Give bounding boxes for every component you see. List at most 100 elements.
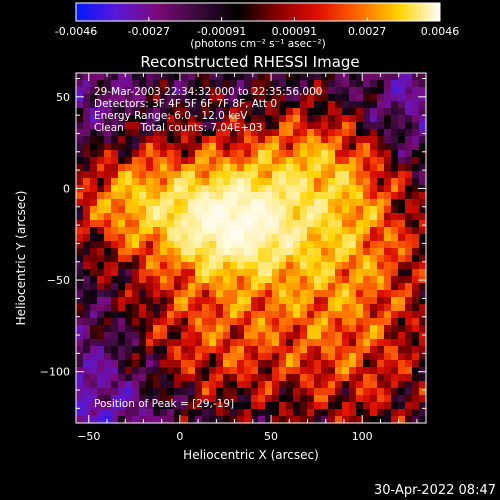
heatmap-cell [146, 276, 154, 284]
heatmap-cell [237, 297, 245, 305]
heatmap-cell [132, 185, 140, 193]
heatmap-cell [160, 213, 168, 221]
heatmap-cell [125, 115, 133, 123]
heatmap-cell [153, 220, 161, 228]
heatmap-cell [279, 346, 287, 354]
heatmap-cell [125, 122, 133, 130]
heatmap-cell [139, 304, 147, 312]
heatmap-cell [76, 381, 84, 389]
heatmap-cell [167, 311, 175, 319]
heatmap-cell [146, 227, 154, 235]
heatmap-cell [251, 87, 259, 95]
heatmap-cell [146, 80, 154, 88]
heatmap-cell [349, 213, 357, 221]
heatmap-cell [97, 255, 105, 263]
heatmap-cell [90, 199, 98, 207]
heatmap-cell [160, 374, 168, 382]
heatmap-cell [258, 304, 266, 312]
heatmap-cell [286, 290, 294, 298]
heatmap-cell [195, 339, 203, 347]
heatmap-cell [216, 255, 224, 263]
heatmap-cell [244, 171, 252, 179]
heatmap-cell [139, 339, 147, 347]
heatmap-cell [125, 255, 133, 263]
heatmap-cell [83, 178, 91, 186]
heatmap-cell [167, 262, 175, 270]
heatmap-cell [111, 325, 119, 333]
heatmap-cell [405, 122, 413, 130]
heatmap-cell [349, 374, 357, 382]
heatmap-cell [307, 381, 315, 389]
heatmap-cell [377, 178, 385, 186]
heatmap-cell [90, 80, 98, 88]
heatmap-cell [279, 325, 287, 333]
heatmap-cell [153, 108, 161, 116]
heatmap-cell [258, 339, 266, 347]
heatmap-cell [160, 164, 168, 172]
heatmap-cell [251, 73, 259, 81]
heatmap-cell [349, 339, 357, 347]
heatmap-cell [412, 332, 420, 340]
heatmap-cell [377, 283, 385, 291]
heatmap-cell [223, 360, 231, 368]
heatmap-cell [342, 269, 350, 277]
heatmap-cell [265, 213, 273, 221]
heatmap-cell [321, 395, 329, 403]
heatmap-cell [237, 353, 245, 361]
heatmap-cell [139, 381, 147, 389]
heatmap-cell [412, 353, 420, 361]
heatmap-cell [356, 227, 364, 235]
heatmap-cell [356, 199, 364, 207]
heatmap-cell [90, 171, 98, 179]
heatmap-cell [335, 213, 343, 221]
y-tick-label: −50 [47, 274, 70, 287]
heatmap-cell [272, 101, 280, 109]
heatmap-cell [118, 416, 126, 423]
heatmap-cell [265, 164, 273, 172]
heatmap-cell [377, 290, 385, 298]
heatmap-cell [272, 395, 280, 403]
heatmap-cell [223, 241, 231, 249]
heatmap-cell [258, 108, 266, 116]
heatmap-cell [132, 136, 140, 144]
heatmap-cell [118, 297, 126, 305]
heatmap-cell [174, 73, 182, 81]
heatmap-cell [391, 178, 399, 186]
heatmap-cell [195, 73, 203, 81]
heatmap-cell [104, 178, 112, 186]
heatmap-cell [419, 402, 426, 410]
heatmap-cell [335, 115, 343, 123]
heatmap-cell [272, 241, 280, 249]
heatmap-cell [377, 402, 385, 410]
heatmap-cell [307, 276, 315, 284]
heatmap-cell [188, 290, 196, 298]
heatmap-cell [209, 297, 217, 305]
heatmap-cell [258, 157, 266, 165]
heatmap-cell [146, 199, 154, 207]
heatmap-cell [265, 318, 273, 326]
heatmap-cell [328, 353, 336, 361]
heatmap-cell [363, 241, 371, 249]
heatmap-cell [132, 234, 140, 242]
heatmap-cell [132, 276, 140, 284]
heatmap-cell [377, 122, 385, 130]
heatmap-cell [384, 206, 392, 214]
heatmap-cell [111, 332, 119, 340]
heatmap-cell [412, 220, 420, 228]
heatmap-cell [349, 353, 357, 361]
heatmap-cell [419, 297, 426, 305]
heatmap-cell [335, 374, 343, 382]
heatmap-cell [251, 402, 259, 410]
heatmap-cell [258, 136, 266, 144]
heatmap-cell [356, 80, 364, 88]
heatmap-cell [230, 255, 238, 263]
heatmap-cell [321, 227, 329, 235]
heatmap-cell [174, 269, 182, 277]
annotation-time: 29-Mar-2003 22:34:32.000 to 22:35:56.000 [94, 86, 322, 98]
heatmap-cell [216, 367, 224, 375]
heatmap-cell [279, 87, 287, 95]
heatmap-cell [202, 87, 210, 95]
heatmap-cell [97, 227, 105, 235]
heatmap-cell [237, 290, 245, 298]
heatmap-cell [160, 227, 168, 235]
